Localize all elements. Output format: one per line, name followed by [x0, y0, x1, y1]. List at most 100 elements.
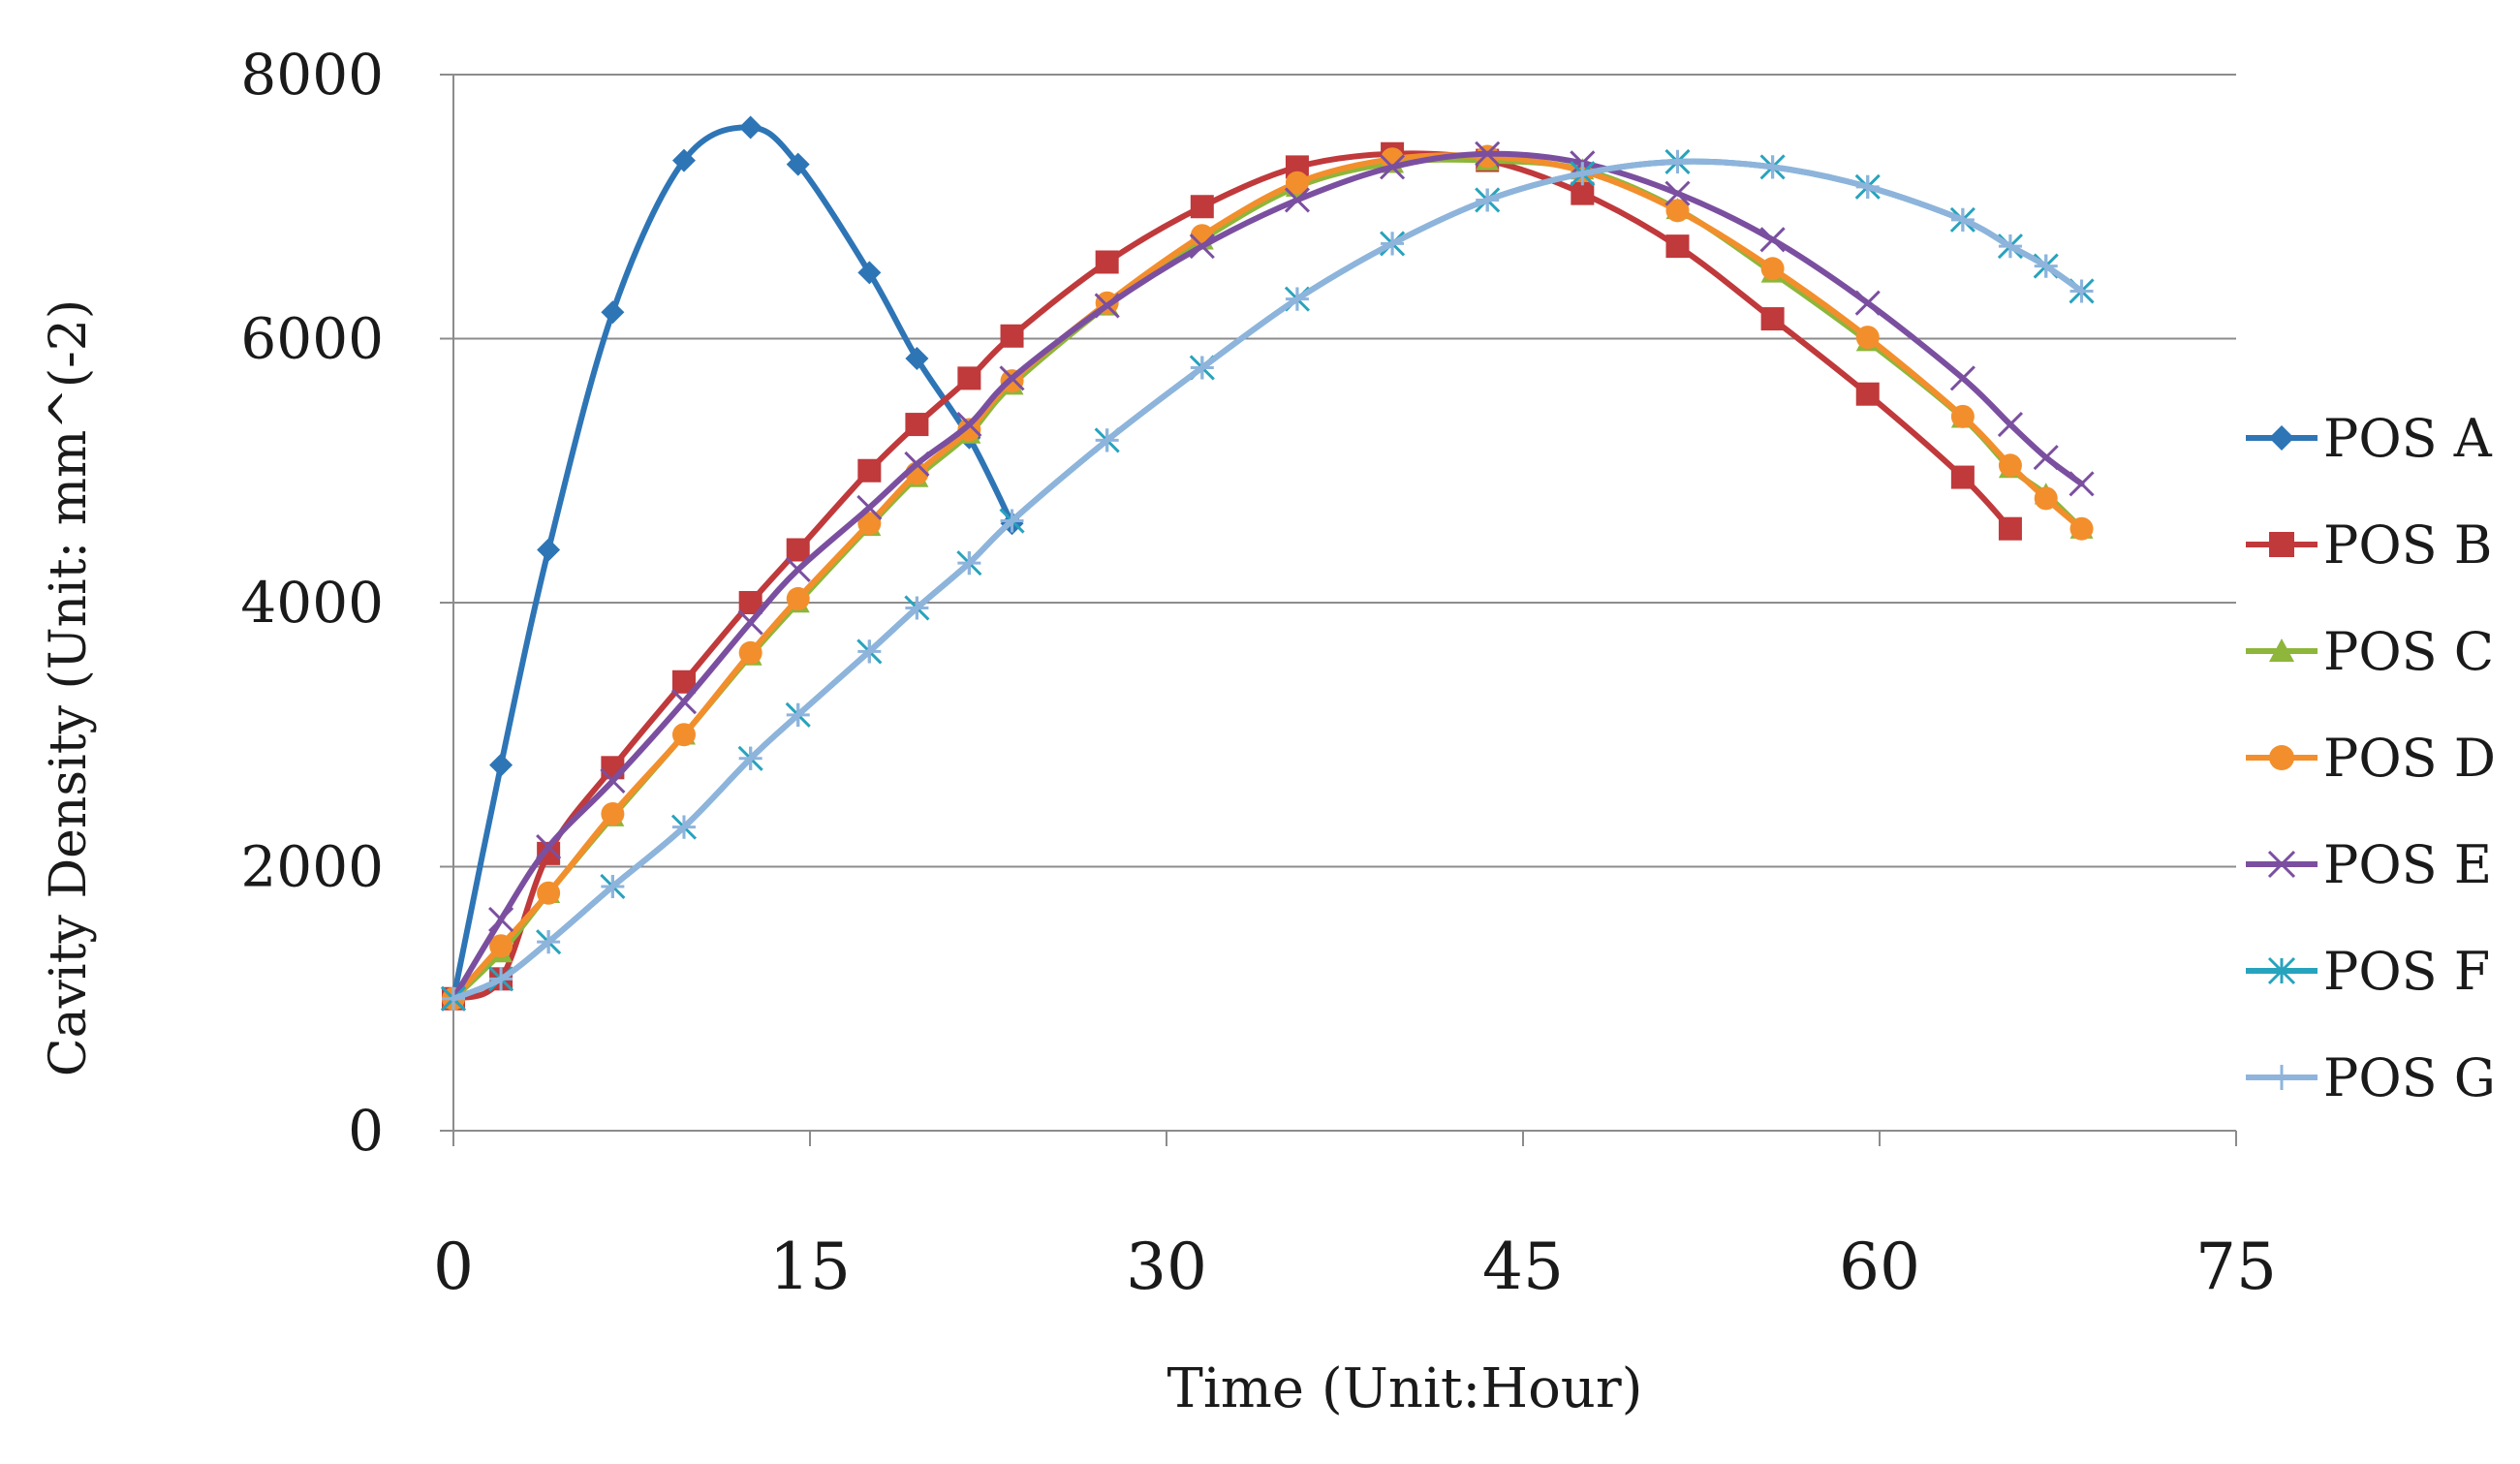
y-tick-label: 6000: [240, 306, 384, 372]
data-point: [738, 115, 762, 140]
series-line: [451, 158, 2085, 1002]
data-point: [786, 538, 810, 562]
data-point: [905, 596, 929, 620]
data-point: [442, 986, 465, 1011]
data-point: [489, 934, 513, 958]
series-pos-e: [440, 140, 2095, 1012]
data-point: [1189, 234, 1215, 260]
series-line: [451, 150, 2085, 1002]
data-point: [857, 639, 882, 664]
y-tick-label: 8000: [240, 42, 384, 108]
series-pos-a: [442, 115, 1024, 1011]
legend-label: POS E: [2323, 834, 2492, 895]
data-point: [1950, 207, 1975, 232]
series-pos-c: [442, 148, 2094, 1009]
data-point: [956, 412, 982, 438]
data-point: [957, 366, 981, 390]
series-pos-g: [442, 149, 2094, 1011]
legend-item: POS D: [2246, 728, 2496, 789]
data-point: [489, 753, 513, 777]
data-point: [1854, 290, 1881, 316]
data-point: [857, 261, 882, 285]
legend-label: POS C: [2323, 621, 2494, 682]
data-point: [1665, 149, 1690, 173]
data-point: [601, 300, 625, 325]
data-point: [600, 767, 626, 794]
data-point: [1855, 326, 1880, 350]
data-point: [671, 723, 696, 747]
data-point: [2034, 486, 2058, 511]
data-point: [786, 702, 810, 727]
data-point: [1997, 412, 2023, 438]
legend-marker: [2267, 956, 2296, 985]
legend-label: POS A: [2323, 408, 2493, 469]
data-point: [1476, 188, 1500, 212]
data-point: [1855, 382, 1880, 406]
data-point: [957, 551, 981, 576]
x-axis-title: Time (Unit:Hour): [1167, 1357, 1643, 1420]
x-tick-label: 60: [1839, 1230, 1920, 1304]
legend-item: POS E: [2246, 834, 2492, 895]
legend-label: POS B: [2323, 514, 2492, 576]
data-point: [1285, 171, 1309, 195]
data-point: [1284, 187, 1310, 213]
data-point: [904, 451, 930, 477]
data-point: [601, 802, 625, 825]
data-point: [2069, 279, 2094, 303]
data-point: [1571, 181, 1595, 205]
data-point: [957, 418, 981, 442]
data-point: [1095, 428, 1119, 452]
series-line: [451, 124, 1015, 1002]
legend-marker: [2269, 425, 2294, 451]
data-point: [1950, 404, 1975, 428]
data-point: [2069, 471, 2095, 497]
legend-label: POS D: [2323, 728, 2496, 789]
data-point: [785, 556, 811, 582]
legend-marker: [2269, 745, 2294, 770]
data-point: [1949, 365, 1976, 391]
y-tick-label: 2000: [240, 834, 384, 900]
y-tick-label: 4000: [240, 570, 384, 636]
data-point: [1855, 174, 1880, 199]
data-point: [1665, 234, 1690, 259]
data-point: [1094, 293, 1120, 319]
legend-item: POS A: [2246, 408, 2493, 469]
legend: POS A POS B POS C POS D POS E POS F POS G: [2246, 408, 2496, 1108]
data-point: [671, 815, 696, 839]
data-point: [857, 458, 882, 483]
series-pos-b: [442, 141, 2022, 1011]
tick-labels: 0 2000 4000 6000 8000 0 15 30 45 60 75: [240, 42, 2277, 1304]
data-point: [536, 834, 562, 860]
x-tick-label: 0: [433, 1230, 474, 1304]
data-point: [1759, 227, 1786, 253]
data-point: [537, 930, 561, 954]
legend-item: POS F: [2246, 941, 2490, 1002]
data-point: [786, 152, 810, 176]
legend-marker: [2269, 1065, 2294, 1090]
data-point: [905, 346, 929, 370]
data-point: [1760, 155, 1785, 179]
data-point: [738, 746, 762, 770]
data-point: [488, 906, 514, 933]
data-point: [1665, 199, 1690, 223]
data-point: [786, 586, 810, 610]
x-tick-label: 45: [1482, 1230, 1564, 1304]
legend-label: POS G: [2323, 1047, 2496, 1108]
data-point: [1000, 324, 1024, 348]
data-point: [2069, 516, 2094, 541]
data-point: [2033, 445, 2059, 471]
data-point: [489, 967, 513, 991]
series-pos-d: [442, 144, 2094, 1011]
data-point: [601, 874, 625, 898]
data-point: [999, 365, 1025, 391]
axes: [440, 74, 2237, 1146]
data-point: [1190, 195, 1214, 219]
y-axis-title: Cavity Density (Unit: mm^(-2): [40, 299, 98, 1076]
data-point: [2034, 254, 2058, 278]
data-point: [1998, 516, 2022, 541]
series-lines: [440, 115, 2095, 1012]
data-point: [670, 689, 698, 715]
data-point: [1095, 250, 1119, 274]
